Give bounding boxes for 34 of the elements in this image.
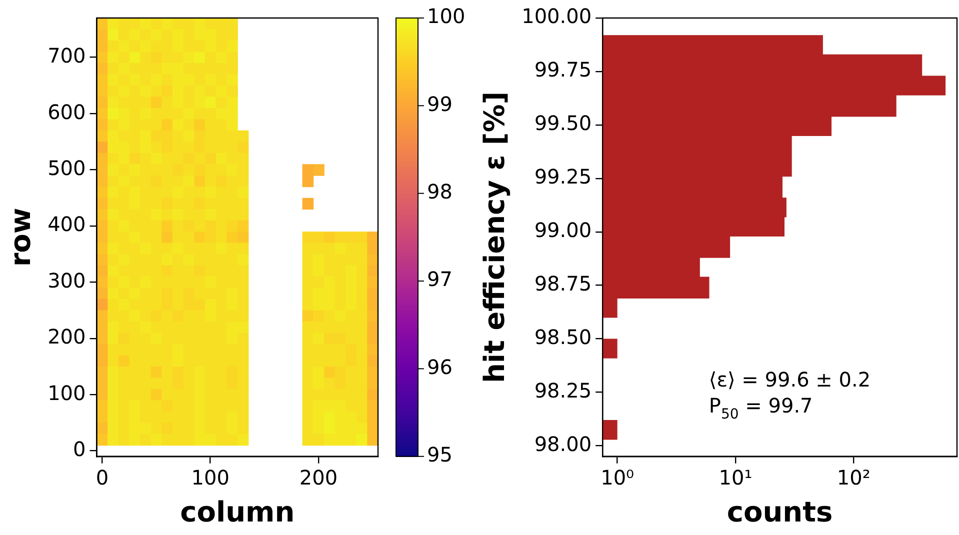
y-tick-label: 100	[48, 380, 86, 405]
y-tick-label: 98.50	[534, 324, 592, 349]
x-tick-label: 10²	[836, 466, 870, 490]
x-tick-label: 100	[191, 466, 230, 490]
y-tick-label: 99.25	[534, 164, 592, 189]
y-tick-label: 500	[48, 156, 86, 180]
y-axis-title: hit efficiency ε [%]	[478, 91, 512, 383]
x-axis-title: column	[180, 495, 295, 528]
color-bar-label: 98	[427, 180, 452, 204]
color-bar-label: 97	[427, 267, 452, 292]
y-tick-label: 100.00	[522, 4, 592, 28]
y-tick-label: 98.00	[534, 432, 592, 456]
y-tick-label: 0	[73, 436, 86, 461]
annotation: ⟨ε⟩ = 99.6 ± 0.2	[708, 368, 871, 392]
y-tick-label: 99.75	[534, 58, 592, 82]
x-tick-label: 10⁰	[600, 466, 634, 490]
y-tick-label: 98.75	[534, 272, 592, 296]
color-bar-label: 95	[427, 442, 452, 467]
y-tick-label: 98.25	[534, 378, 592, 402]
y-tick-label: 99.50	[534, 111, 592, 136]
color-bar-label: 99	[427, 92, 452, 116]
y-tick-label: 600	[48, 100, 86, 124]
color-bar-label: 100	[427, 4, 466, 28]
x-tick-label: 10¹	[718, 466, 752, 490]
y-tick-label: 99.00	[534, 218, 592, 242]
y-tick-label: 300	[48, 268, 86, 292]
x-axis-title: counts	[726, 495, 833, 528]
x-tick-label: 200	[299, 466, 338, 490]
x-tick-label: 0	[96, 466, 109, 490]
y-tick-label: 200	[48, 324, 86, 349]
color-bar-label: 96	[427, 354, 452, 379]
y-axis-title: row	[4, 208, 38, 267]
y-tick-label: 700	[48, 44, 86, 68]
y-tick-label: 400	[48, 212, 86, 236]
